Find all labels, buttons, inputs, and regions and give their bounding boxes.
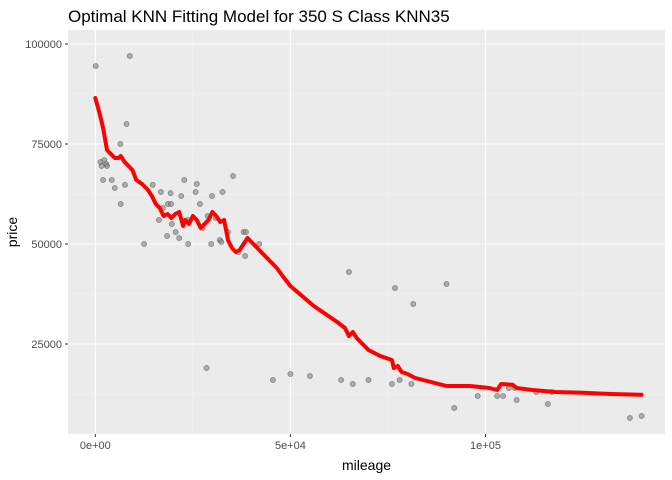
y-tick-label: 100000 (25, 39, 62, 51)
y-tick-label: 50000 (31, 239, 62, 251)
data-point (117, 201, 124, 207)
data-point (149, 181, 156, 188)
data-point (513, 397, 520, 403)
data-point (392, 285, 398, 291)
plot-panel (68, 30, 665, 434)
minor-gridlines (68, 30, 665, 434)
data-point (349, 381, 356, 387)
data-point (388, 381, 395, 387)
y-tick-label: 75000 (31, 139, 62, 151)
data-point (500, 393, 506, 399)
x-axis-ticks: 0e+00 5e+04 1e+05 (80, 434, 501, 452)
data-point (196, 201, 203, 207)
scatter-points (92, 53, 645, 421)
data-point (408, 381, 415, 387)
data-point (219, 189, 226, 195)
data-point (494, 393, 501, 399)
data-point (123, 121, 130, 127)
data-point (108, 177, 115, 183)
data-point (92, 63, 99, 69)
y-tick-label: 25000 (31, 339, 62, 351)
data-point (203, 365, 210, 371)
data-point (365, 377, 372, 383)
x-tick-label: 5e+04 (275, 440, 306, 452)
data-point (269, 377, 276, 383)
data-point (287, 371, 294, 377)
data-point (306, 373, 313, 379)
x-tick-label: 0e+00 (80, 440, 111, 452)
data-point (242, 253, 248, 259)
data-point (100, 177, 106, 183)
data-point (209, 193, 215, 199)
data-point (168, 201, 174, 207)
data-point (256, 241, 263, 247)
data-point (178, 193, 185, 199)
data-point (208, 241, 215, 247)
data-point (638, 413, 645, 419)
data-point (172, 229, 179, 235)
data-point (396, 377, 403, 383)
data-point (185, 241, 192, 247)
knn-fit-line (93, 96, 644, 397)
data-point (126, 53, 133, 59)
data-point (176, 235, 183, 241)
data-point (218, 239, 225, 245)
data-point (474, 393, 481, 399)
data-point (104, 163, 110, 169)
data-point (155, 217, 162, 223)
data-point (545, 401, 551, 407)
data-point (410, 301, 417, 307)
data-point (192, 189, 199, 195)
x-tick-label: 1e+05 (470, 440, 501, 452)
data-point (242, 229, 249, 235)
data-point (157, 189, 164, 195)
data-point (627, 415, 633, 421)
data-point (117, 141, 124, 147)
major-gridlines (68, 30, 665, 434)
data-point (122, 181, 128, 188)
data-point (451, 405, 458, 411)
y-axis-title: price (4, 217, 20, 248)
data-point (164, 233, 170, 239)
data-point (168, 221, 175, 227)
data-point (111, 185, 118, 191)
data-point (167, 190, 174, 197)
data-point (338, 377, 344, 383)
chart-title: Optimal KNN Fitting Model for 350 S Clas… (68, 7, 450, 26)
data-point (193, 181, 200, 187)
x-axis-title: mileage (342, 457, 391, 473)
data-point (181, 177, 188, 183)
y-axis-ticks: 25000 50000 75000 100000 (25, 39, 68, 351)
data-point (230, 173, 236, 179)
data-point (141, 241, 147, 247)
data-point (443, 281, 450, 287)
data-point (345, 269, 352, 275)
